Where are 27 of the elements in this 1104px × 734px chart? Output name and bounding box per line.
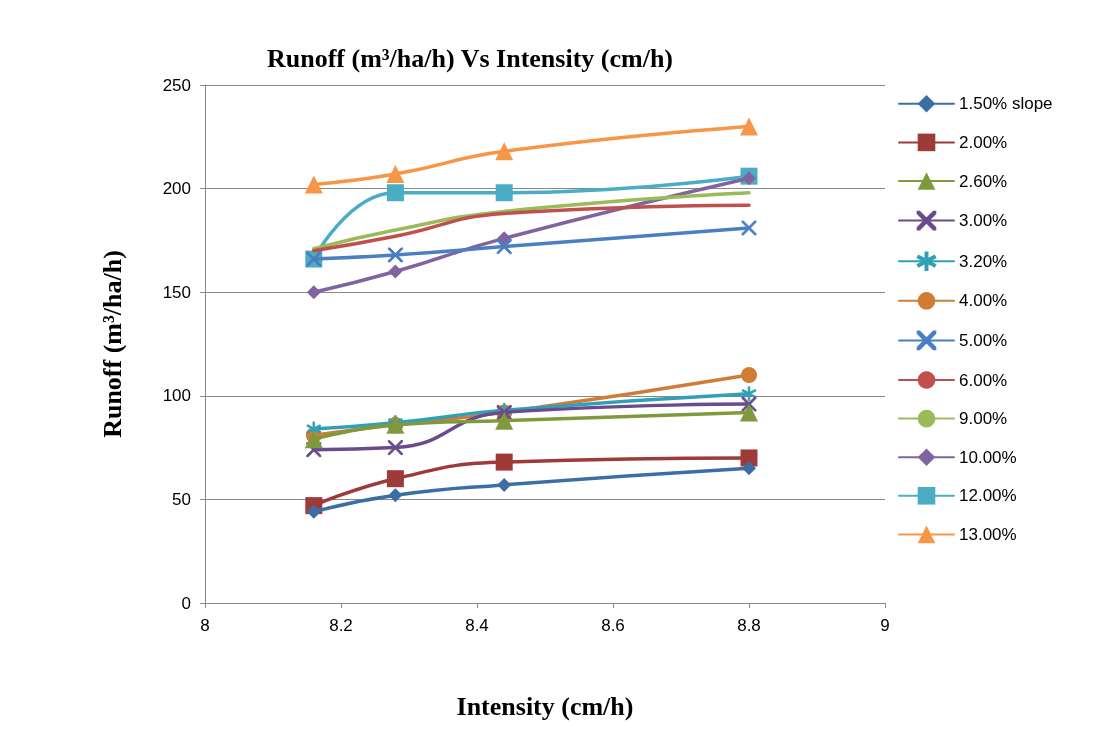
y-tick-label: 100 — [162, 386, 191, 406]
legend-label: 6.00% — [959, 370, 1008, 390]
legend-label: 3.00% — [959, 211, 1008, 231]
chart-title: Runoff (m³/ha/h) Vs Intensity (cm/h) — [266, 43, 674, 73]
y-tick-label: 250 — [162, 75, 191, 95]
legend-label: 2.60% — [959, 171, 1008, 191]
x-tick-label: 9 — [880, 616, 890, 635]
y-tick-label: 200 — [162, 179, 191, 199]
legend-label: 5.00% — [959, 330, 1008, 350]
legend-label: 3.20% — [959, 251, 1008, 271]
x-tick-label: 8.6 — [601, 616, 625, 635]
legend-label: 1.50% slope — [959, 94, 1053, 114]
x-tick-label: 8 — [200, 616, 210, 635]
legend-label: 12.00% — [959, 486, 1017, 506]
y-tick-label: 50 — [172, 489, 191, 509]
y-tick-label: 0 — [181, 593, 191, 613]
legend-label: 9.00% — [959, 409, 1008, 429]
y-axis-title: Runoff (m³/ha/h) — [97, 250, 127, 438]
legend-label: 13.00% — [959, 524, 1017, 544]
legend-label: 2.00% — [959, 132, 1008, 152]
x-tick-label: 8.2 — [329, 616, 353, 635]
y-tick-label: 150 — [162, 282, 191, 302]
x-tick-label: 8.8 — [737, 616, 761, 635]
legend-label: 10.00% — [959, 447, 1017, 467]
x-tick-label: 8.4 — [465, 616, 489, 635]
x-axis-title: Intensity (cm/h) — [456, 691, 634, 721]
legend-label: 4.00% — [959, 291, 1008, 311]
